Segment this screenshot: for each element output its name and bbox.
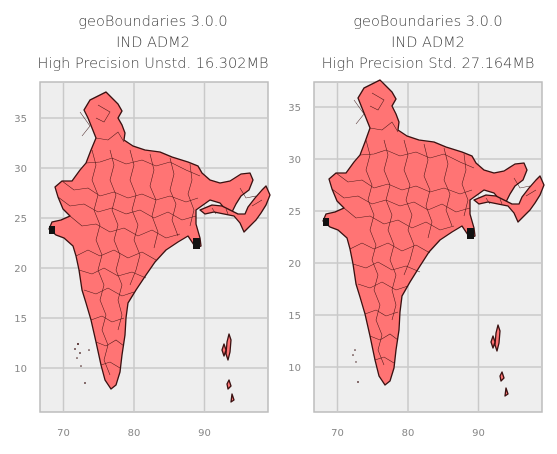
x-axis-ticks: 70 80 90: [331, 428, 485, 439]
title-line-2: IND ADM2: [116, 35, 190, 51]
map-title-unstandardized: geoBoundaries 3.0.0 IND ADM2 High Precis…: [0, 12, 306, 75]
district-boundaries: [57, 104, 263, 376]
dense-district-cluster-east: [193, 238, 200, 249]
mainland-india: [322, 79, 528, 386]
y-tick: 30: [14, 164, 27, 175]
y-tick: 25: [14, 214, 27, 225]
y-tick: 30: [288, 155, 301, 166]
india-adm2-map: [48, 91, 271, 403]
y-tick: 35: [288, 103, 301, 114]
title-line-1: geoBoundaries 3.0.0: [353, 14, 503, 30]
y-tick: 20: [288, 259, 301, 270]
x-tick: 70: [331, 428, 344, 439]
lakshadweep-islands: [74, 343, 90, 384]
y-axis-ticks: 35 30 25 20 15 10: [288, 103, 301, 374]
y-tick: 15: [14, 314, 27, 325]
map-title-standardized: geoBoundaries 3.0.0 IND ADM2 High Precis…: [278, 12, 557, 75]
y-tick: 10: [288, 363, 301, 374]
andaman-nicobar-islands: [490, 324, 509, 397]
andaman-nicobar-islands: [221, 333, 235, 403]
title-line-1: geoBoundaries 3.0.0: [78, 14, 228, 30]
x-tick: 90: [472, 428, 485, 439]
ne-states: [199, 185, 271, 233]
lakshadweep-islands: [352, 349, 359, 383]
y-tick: 10: [14, 364, 27, 375]
y-tick: 20: [14, 264, 27, 275]
x-axis-ticks: 70 80 90: [57, 428, 211, 439]
y-tick: 25: [288, 207, 301, 218]
x-tick: 90: [198, 428, 211, 439]
dense-district-cluster-west: [49, 226, 55, 234]
x-tick: 80: [402, 428, 415, 439]
india-adm2-map: [322, 79, 545, 397]
mainland-india: [48, 91, 254, 390]
dense-district-cluster-west: [323, 218, 329, 226]
ne-states: [473, 175, 545, 223]
title-line-3: High Precision Unstd. 16.302MB: [37, 56, 269, 72]
x-tick: 80: [128, 428, 141, 439]
y-tick: 35: [14, 114, 27, 125]
dense-district-cluster-east: [467, 228, 474, 239]
y-tick: 15: [288, 311, 301, 322]
title-line-2: IND ADM2: [391, 35, 465, 51]
title-line-3: High Precision Std. 27.164MB: [321, 56, 535, 72]
gridlines: [40, 82, 268, 412]
x-tick: 70: [57, 428, 70, 439]
district-boundaries: [331, 92, 537, 366]
y-axis-ticks: 35 30 25 20 15 10: [14, 114, 27, 375]
